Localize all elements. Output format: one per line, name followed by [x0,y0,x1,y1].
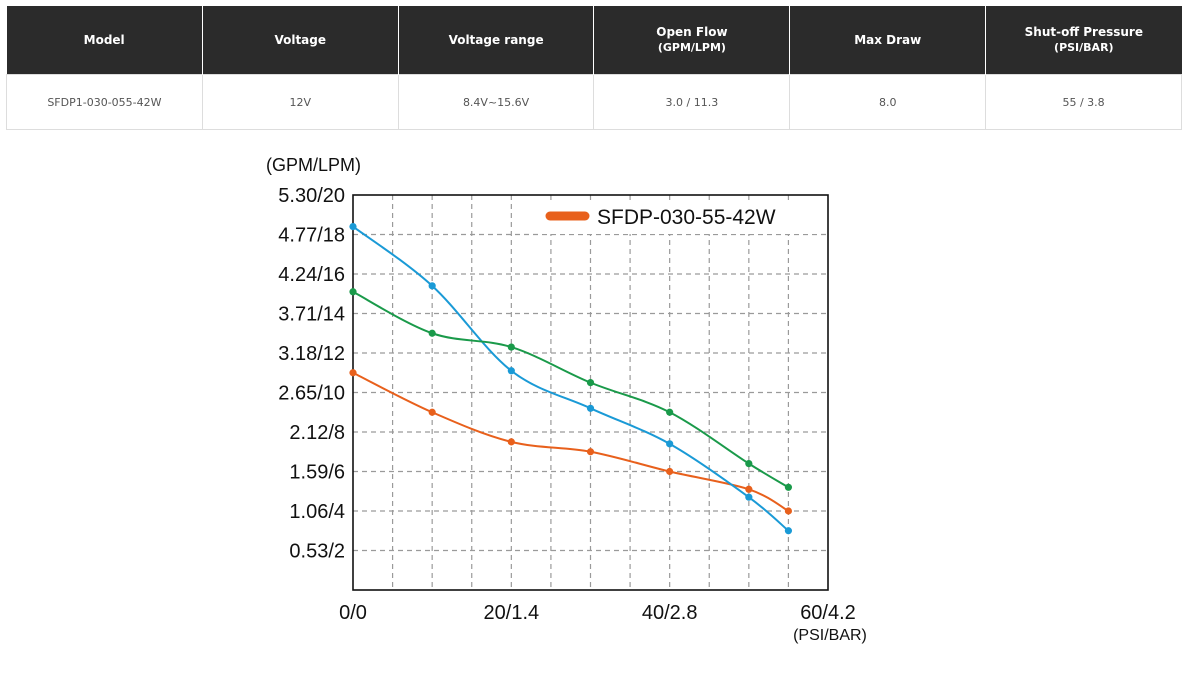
plot-frame [352,194,829,591]
y-axis-label: (GPM/LPM) [266,155,361,175]
spec-table: Model Voltage Voltage range Open Flow (GP… [6,6,1182,130]
header-shutoff-pressure-unit: (PSI/BAR) [1054,41,1114,54]
x-tick-label: 60/4.2 [800,602,856,624]
header-model: Model [6,6,203,75]
cell-voltage: 12V [201,74,399,130]
series-line-3 [352,290,789,489]
data-point [507,438,515,446]
data-point [507,367,515,375]
header-open-flow: Open Flow (GPM/LPM) [593,6,790,75]
series-line-1 [352,371,789,512]
y-tick-label: 2.65/10 [278,383,345,405]
y-tick-label: 2.12/8 [289,422,345,444]
cell-open-flow: 3.0 / 11.3 [593,74,791,130]
y-tick-label: 1.59/6 [289,462,345,484]
data-point [784,527,793,535]
spec-header-row: Model Voltage Voltage range Open Flow (GP… [6,6,1182,75]
table-row: SFDP1-030-055-42W 12V 8.4V~15.6V 3.0 / 1… [6,74,1182,130]
y-tick-label: 4.77/18 [278,225,345,247]
data-point [349,369,357,377]
data-point [428,329,436,337]
y-tick-label: 3.18/12 [278,343,345,365]
data-point [745,485,753,493]
data-point [666,440,674,448]
data-point [507,343,515,351]
data-point [586,404,595,412]
series-line-2 [352,225,790,532]
data-point [666,467,674,476]
y-tick-label: 1.06/4 [289,501,345,523]
data-point [666,408,674,416]
data-point [784,483,793,491]
y-tick-label: 0.53/2 [289,541,345,563]
data-point [745,493,753,501]
data-point [745,460,753,468]
cell-voltage-range: 8.4V~15.6V [397,74,595,130]
data-point [586,379,595,387]
x-tick-label: 40/2.8 [642,602,698,624]
data-point [428,282,436,290]
y-tick-label: 4.24/16 [278,264,345,286]
header-max-draw: Max Draw [789,6,986,75]
x-tick-label: 20/1.4 [484,602,540,624]
data-point [586,448,595,456]
header-voltage-range: Voltage range [397,6,594,75]
cell-model: SFDP1-030-055-42W [6,74,203,130]
header-shutoff-pressure: Shut-off Pressure (PSI/BAR) [985,6,1182,75]
x-tick-label: 0/0 [339,602,367,624]
header-voltage: Voltage [201,6,399,75]
data-point [784,507,793,515]
header-open-flow-unit: (GPM/LPM) [657,41,726,54]
y-tick-label: 5.30/20 [278,185,345,207]
cell-max-draw: 8.0 [789,74,987,130]
y-tick-label: 3.71/14 [278,304,345,326]
cell-shutoff-pressure: 55 / 3.8 [985,74,1182,130]
data-point [349,288,357,296]
legend-label: SFDP-030-55-42W [597,206,776,229]
data-point [349,223,357,231]
data-point [428,408,436,416]
x-axis-label: (PSI/BAR) [793,627,867,644]
